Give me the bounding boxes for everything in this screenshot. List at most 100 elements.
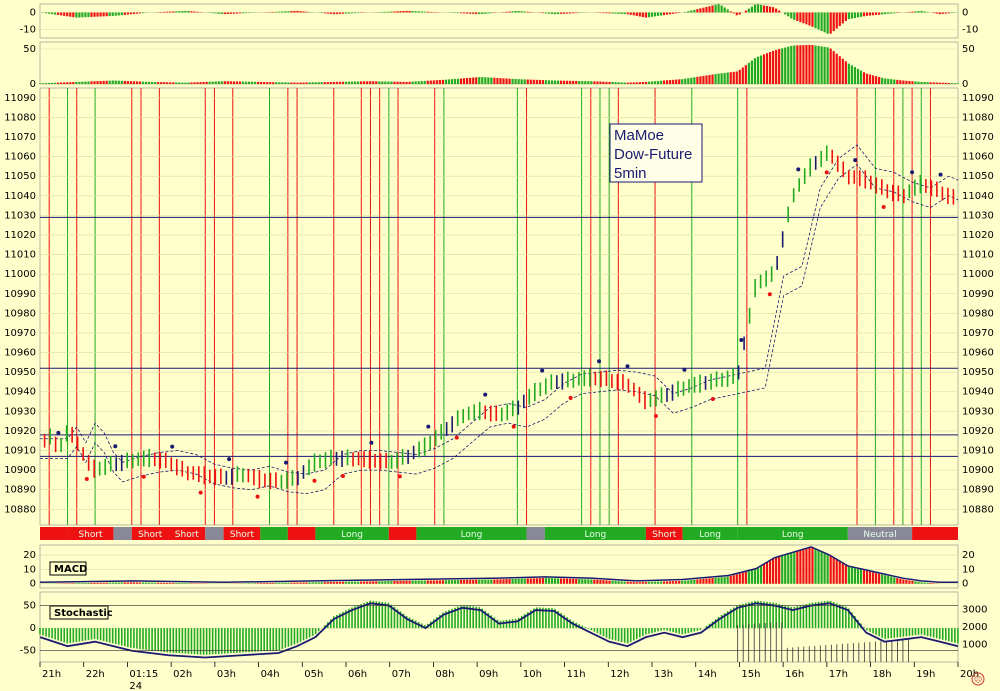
- macd-ytick-left: 0: [30, 579, 36, 590]
- price-frame: [39, 87, 959, 526]
- signal-band-segment: [645, 527, 683, 540]
- signal-band-segment: [416, 527, 527, 540]
- macd-label-box: MACD: [49, 561, 87, 576]
- top-oscillator-1-ytick-right: -10: [962, 25, 978, 36]
- signal-band-segment: [388, 527, 417, 540]
- signal-band-segment: [113, 527, 132, 540]
- swing-marker: [141, 474, 146, 479]
- xtick-label: 08h: [435, 669, 454, 680]
- price-ytick-left: 10960: [4, 348, 36, 359]
- macd-ytick-right: 0: [962, 579, 968, 590]
- axis-layer: 0 0 -10 -10 50 50 0 0 11090 11090 11080 11080 11070 1…: [4, 8, 994, 691]
- signal-lines-layer: [48, 88, 931, 525]
- price-ytick-right: 11000: [962, 269, 994, 280]
- price-ytick-left: 11070: [4, 132, 36, 143]
- swing-marker: [397, 474, 402, 479]
- signal-band-segment: [682, 527, 738, 540]
- price-ytick-right: 10950: [962, 367, 994, 378]
- stochastic-ytick-right: 2000: [962, 622, 987, 633]
- swing-marker: [938, 172, 943, 177]
- xtick-label: 14h: [698, 669, 717, 680]
- signal-band-label: Long: [341, 530, 363, 540]
- signal-band-segment: [67, 527, 114, 540]
- signal-band-segment: [131, 527, 169, 540]
- xtick-label: 18h: [873, 669, 892, 680]
- swing-marker: [682, 367, 687, 372]
- signal-band-label: Long: [782, 530, 804, 540]
- signal-band-label: Long: [699, 530, 721, 540]
- swing-marker: [113, 444, 118, 449]
- price-ytick-right: 11070: [962, 132, 994, 143]
- price-ytick-left: 11080: [4, 112, 36, 123]
- swing-marker: [227, 457, 232, 462]
- top-oscillator-1-ytick-left: -10: [20, 25, 36, 36]
- swing-marker: [568, 395, 573, 400]
- price-ytick-right: 10930: [962, 406, 994, 417]
- price-ytick-left: 11060: [4, 152, 36, 163]
- xtick-label: 16h: [785, 669, 804, 680]
- macd-frame: [39, 544, 959, 589]
- macd-signal-line: [39, 546, 958, 584]
- swing-marker: [483, 392, 488, 397]
- macd-ytick-right: 10: [962, 564, 975, 575]
- price-ytick-left: 10980: [4, 308, 36, 319]
- swing-marker: [540, 368, 545, 373]
- xtick-sublabel: 24: [129, 681, 142, 691]
- xtick-label: 05h: [304, 669, 323, 680]
- xtick-label: 11h: [567, 669, 586, 680]
- signal-band-segment: [260, 527, 288, 540]
- price-ytick-left: 10930: [4, 406, 36, 417]
- price-ytick-left: 10920: [4, 426, 36, 437]
- price-ytick-right: 10910: [962, 446, 994, 457]
- xtick-label: 10h: [523, 669, 542, 680]
- signal-band-segment: [223, 527, 261, 540]
- swing-marker: [910, 170, 915, 175]
- price-ytick-left: 10970: [4, 328, 36, 339]
- price-ytick-right: 11060: [962, 152, 994, 163]
- title-line-1: MaMoe: [614, 127, 664, 144]
- price-ytick-left: 11000: [4, 269, 36, 280]
- swing-marker: [255, 494, 260, 499]
- price-ytick-right: 10880: [962, 504, 994, 515]
- top-oscillator-1-panel: [39, 3, 960, 39]
- swing-marker: [853, 158, 858, 163]
- macd-ytick-right: 20: [962, 550, 975, 561]
- price-ytick-left: 10940: [4, 387, 36, 398]
- price-ytick-right: 11010: [962, 250, 994, 261]
- top-oscillator-2-panel: [38, 41, 960, 85]
- title-box: MaMoe Dow-Future 5min: [609, 123, 703, 183]
- swing-marker: [881, 205, 886, 210]
- close-icon[interactable]: ☹: [971, 672, 985, 686]
- xtick-label: 22h: [86, 669, 105, 680]
- price-ytick-right: 11080: [962, 112, 994, 123]
- signal-band: Short Short Short Short Long Long Long Short Lon…: [40, 527, 958, 540]
- xtick-label: 13h: [654, 669, 673, 680]
- signal-band-segment: [847, 527, 913, 540]
- price-ytick-left: 11030: [4, 210, 36, 221]
- price-ytick-right: 11050: [962, 171, 994, 182]
- price-ytick-right: 10970: [962, 328, 994, 339]
- xtick-label: 20h: [960, 669, 979, 680]
- xtick-label: 09h: [479, 669, 498, 680]
- swing-marker: [454, 435, 459, 440]
- swing-marker: [198, 490, 203, 495]
- stochastic-ytick-right: 3000: [962, 605, 987, 616]
- signal-band-label: Long: [584, 530, 606, 540]
- price-ytick-left: 10880: [4, 504, 36, 515]
- swing-marker: [284, 460, 289, 465]
- swing-marker: [426, 424, 431, 429]
- price-ytick-right: 11090: [962, 93, 994, 104]
- xtick-label: 06h: [348, 669, 367, 680]
- price-ytick-left: 11090: [4, 93, 36, 104]
- top-oscillator-1-frame: [39, 3, 959, 39]
- swing-marker: [170, 444, 175, 449]
- signal-band-segment: [526, 527, 545, 540]
- xtick-label: 02h: [173, 669, 192, 680]
- xtick-label: 19h: [916, 669, 935, 680]
- macd-panel: [39, 544, 959, 589]
- price-ytick-left: 10900: [4, 465, 36, 476]
- signal-band-segment: [912, 527, 958, 540]
- price-ytick-right: 10920: [962, 426, 994, 437]
- swing-marker: [312, 478, 317, 483]
